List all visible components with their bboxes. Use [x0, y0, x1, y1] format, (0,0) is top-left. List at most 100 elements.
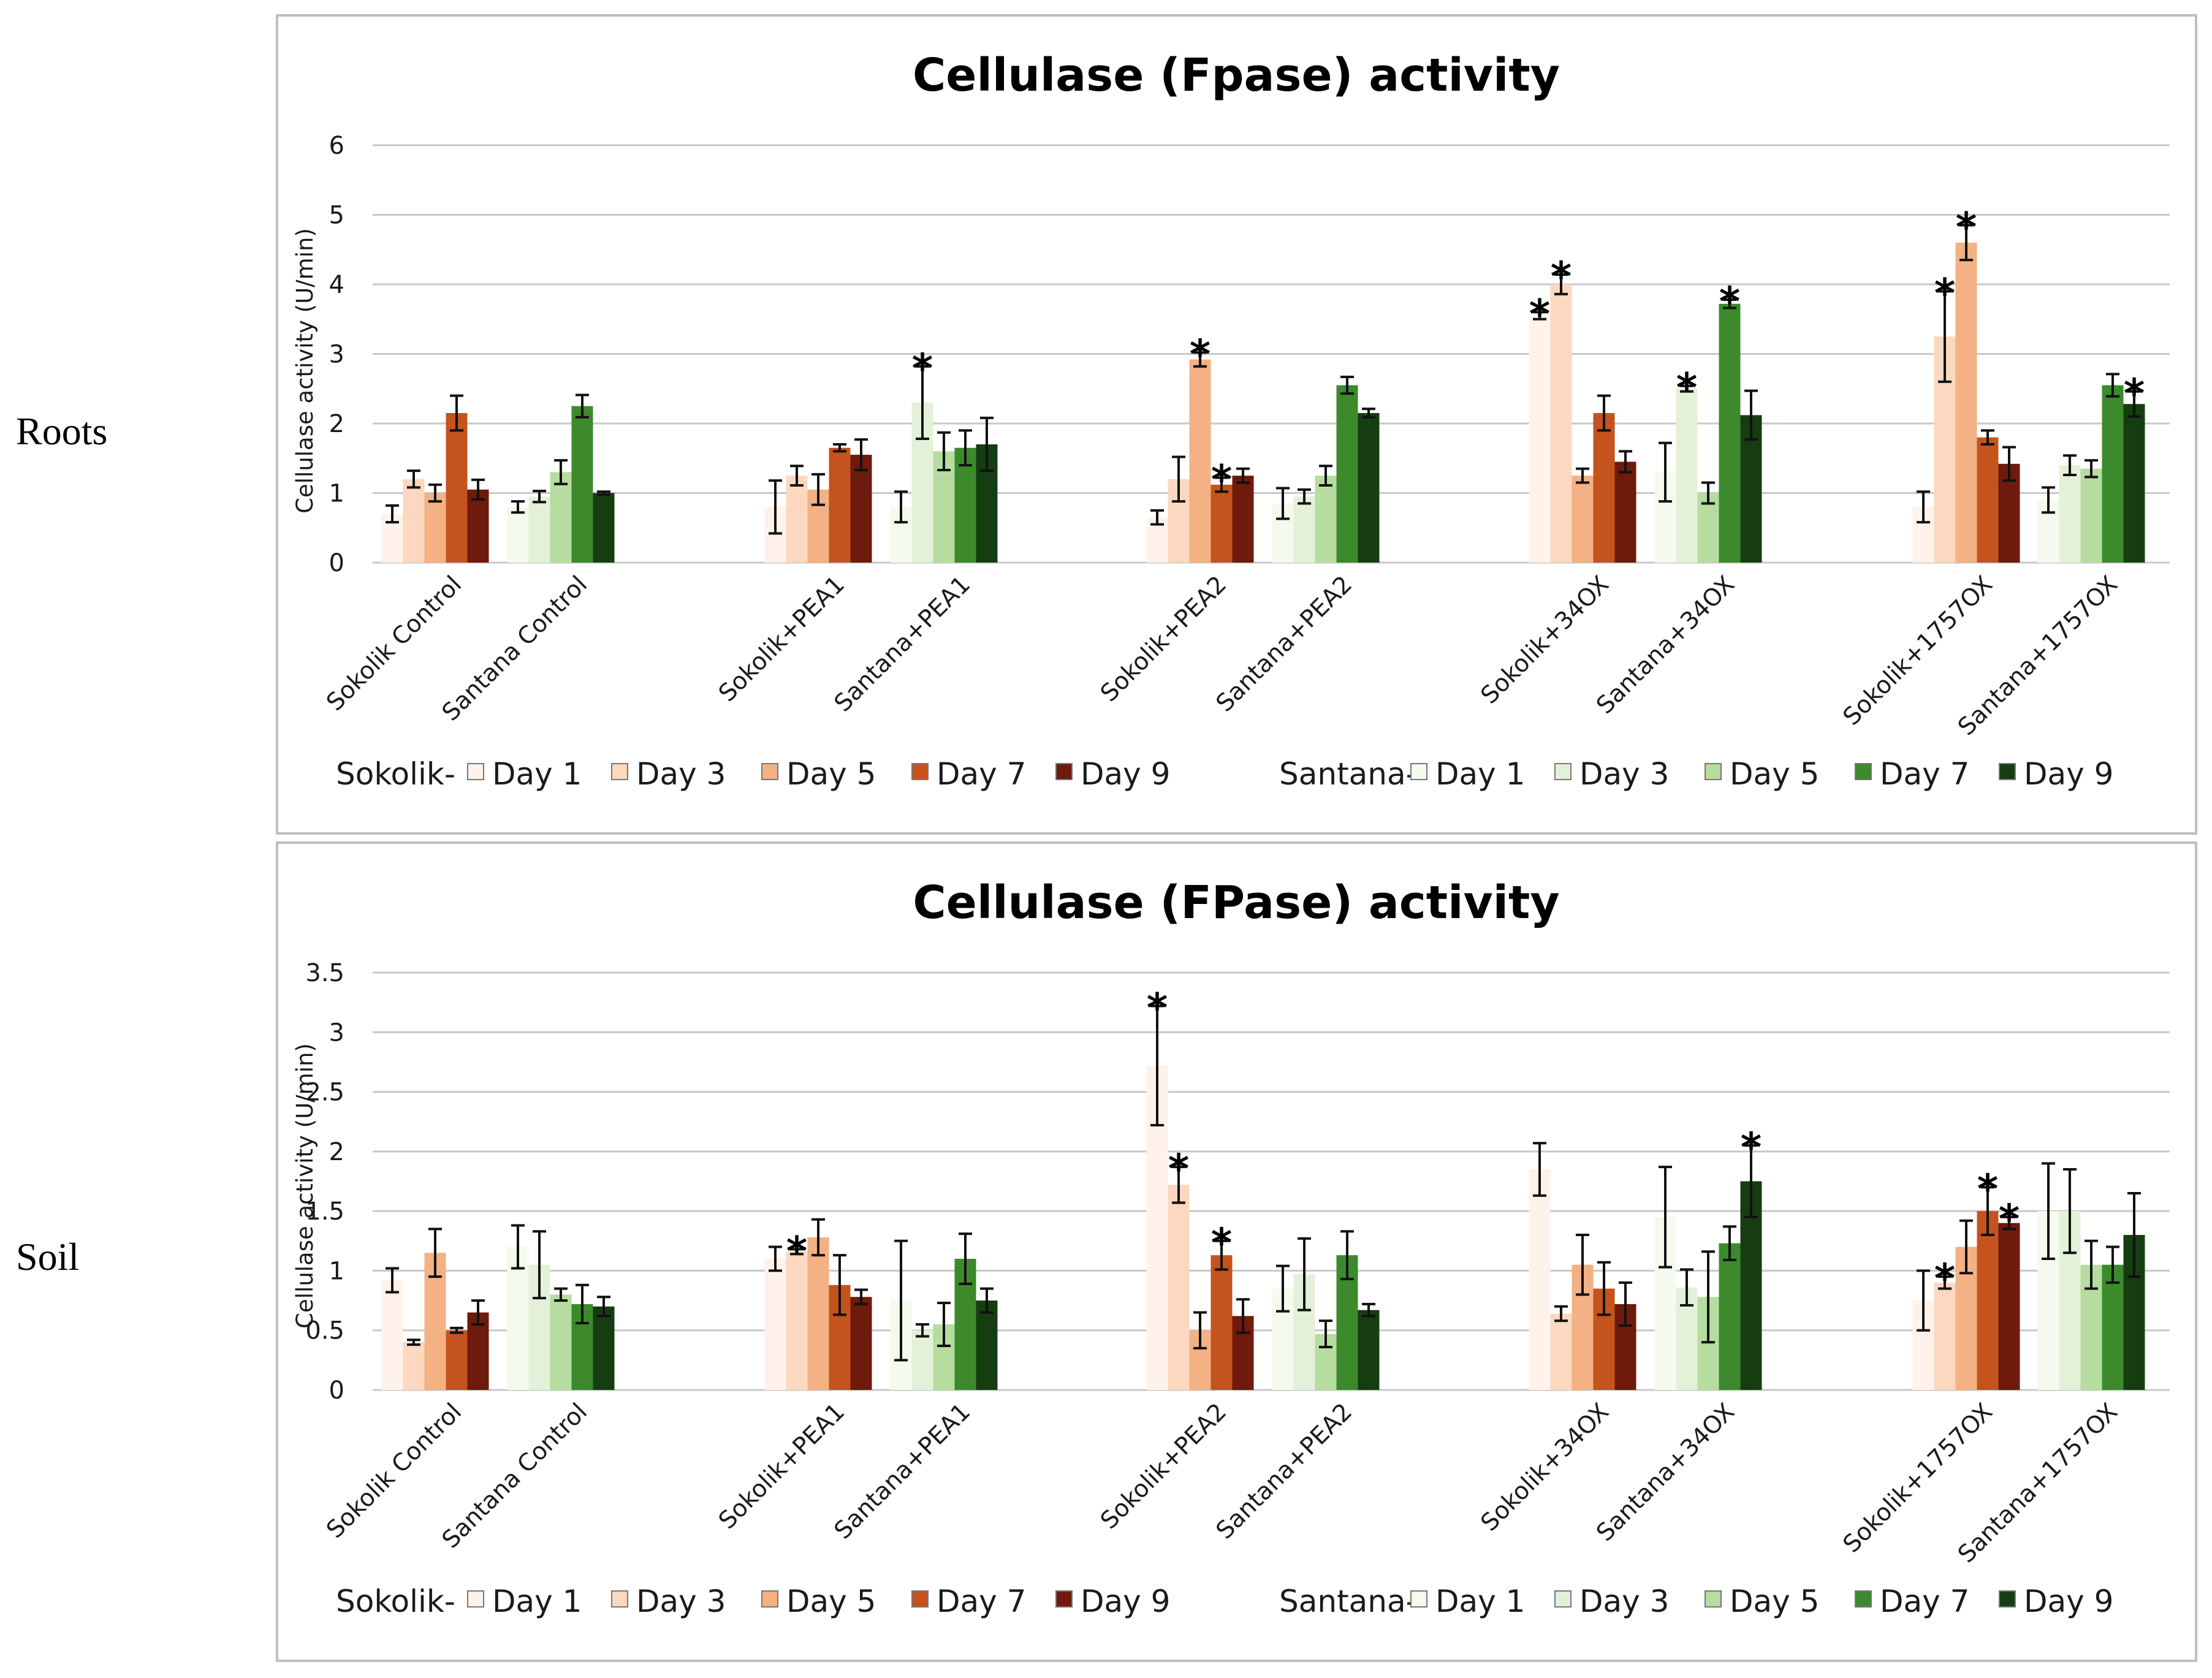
- bar: [1572, 476, 1594, 563]
- legend-label: Day 7: [1880, 1584, 1969, 1619]
- legend-swatch: [1999, 763, 2016, 780]
- bar: [1977, 437, 1999, 563]
- bar: [764, 1258, 786, 1390]
- bar: [807, 1237, 829, 1390]
- y-tick-label: 1: [329, 480, 344, 508]
- legend-swatch: [1705, 763, 1722, 780]
- bar: [2102, 1264, 2124, 1390]
- legend-label: Day 9: [1081, 756, 1170, 792]
- legend-swatch: [1410, 763, 1427, 780]
- legend-label: Day 9: [2024, 756, 2113, 792]
- chart-panel-roots: Cellulase (Fpase) activity Cellulase act…: [276, 14, 2197, 835]
- bar: [1232, 476, 1254, 563]
- bar: [550, 472, 572, 563]
- bar: [1189, 359, 1211, 563]
- bar: [446, 1330, 468, 1390]
- bar: [1998, 1223, 2020, 1390]
- chart-panel-soil: Cellulase (FPase) activity Cellulase act…: [276, 841, 2197, 1662]
- y-tick-label: 0: [329, 1376, 344, 1405]
- legend-swatch: [1855, 1590, 1872, 1608]
- bar: [1955, 242, 1977, 563]
- bar: [381, 1280, 403, 1390]
- bar: [403, 1342, 425, 1390]
- bar: [1358, 1310, 1380, 1390]
- legend-swatch: [1999, 1590, 2016, 1608]
- legend-label: Day 5: [1730, 1584, 1819, 1619]
- y-tick-label: 2.5: [305, 1079, 344, 1107]
- legend-label: Day 5: [786, 1584, 876, 1619]
- bar: [467, 489, 489, 563]
- legend-swatch: [761, 1590, 778, 1608]
- y-tick-label: 3: [329, 341, 344, 369]
- significance-marker: *: [1934, 1255, 1956, 1302]
- y-tick-label: 0: [329, 549, 344, 577]
- chart-frame: [276, 841, 2197, 1662]
- legend-label: Day 1: [492, 756, 582, 792]
- bar: [850, 1297, 872, 1390]
- bar: [446, 412, 468, 563]
- y-tick-label: 3.5: [305, 959, 344, 987]
- legend-swatch: [611, 763, 628, 780]
- legend-label: Day 5: [786, 756, 876, 792]
- bar: [593, 493, 615, 563]
- bar: [1529, 1169, 1551, 1390]
- legend-prefix: Santana-: [1279, 756, 1417, 792]
- legend-label: Day 9: [1081, 1584, 1170, 1619]
- bar: [1593, 412, 1615, 563]
- legend-swatch: [911, 763, 929, 780]
- bar: [2080, 468, 2102, 563]
- bar: [1676, 389, 1698, 563]
- bar: [786, 476, 808, 563]
- legend-label: Day 9: [2024, 1584, 2113, 1619]
- bar: [507, 1247, 529, 1390]
- significance-marker: *: [1211, 1220, 1233, 1267]
- legend-swatch: [1705, 1590, 1722, 1608]
- legend-label: Day 7: [937, 756, 1026, 792]
- significance-marker: *: [1934, 270, 1956, 317]
- bar: [424, 493, 446, 563]
- bar: [1168, 1185, 1190, 1390]
- bar: [1550, 1313, 1572, 1390]
- y-tick-label: 1.5: [305, 1198, 344, 1226]
- y-tick-label: 5: [329, 202, 344, 230]
- y-axis-label: Cellulase activity (U/min): [292, 1043, 318, 1329]
- bar: [786, 1251, 808, 1390]
- bar: [1719, 1243, 1741, 1390]
- y-axis-label: Cellulase activity (U/min): [292, 228, 318, 514]
- row-label-roots: Roots: [16, 409, 107, 453]
- significance-marker: *: [1977, 1166, 1999, 1213]
- significance-marker: *: [1211, 457, 1233, 504]
- significance-marker: *: [1719, 278, 1741, 325]
- bar: [2123, 404, 2145, 563]
- y-tick-label: 4: [329, 271, 344, 299]
- bar: [403, 479, 425, 563]
- bar: [1550, 284, 1572, 563]
- significance-marker: *: [1676, 365, 1698, 412]
- legend-label: Day 1: [492, 1584, 582, 1619]
- y-tick-label: 2: [329, 410, 344, 438]
- significance-marker: *: [1168, 1145, 1190, 1193]
- significance-marker: *: [1551, 253, 1572, 300]
- legend-swatch: [1410, 1590, 1427, 1608]
- bar: [550, 1294, 572, 1390]
- significance-marker: *: [1741, 1124, 1762, 1171]
- significance-marker: *: [1529, 290, 1551, 338]
- bar: [1977, 1211, 1999, 1390]
- bar: [829, 447, 851, 563]
- bar: [1529, 316, 1551, 563]
- significance-marker: *: [786, 1228, 808, 1275]
- bar: [1293, 496, 1315, 563]
- legend-swatch: [1055, 1590, 1073, 1608]
- legend-swatch: [1855, 763, 1872, 780]
- bar: [571, 406, 593, 563]
- bar: [1315, 476, 1337, 563]
- legend-label: Day 1: [1435, 756, 1525, 792]
- legend-swatch: [911, 1590, 929, 1608]
- bar: [2059, 465, 2081, 563]
- legend-label: Day 3: [636, 756, 726, 792]
- legend-label: Day 1: [1435, 1584, 1525, 1619]
- bar: [850, 455, 872, 563]
- bar: [507, 507, 529, 563]
